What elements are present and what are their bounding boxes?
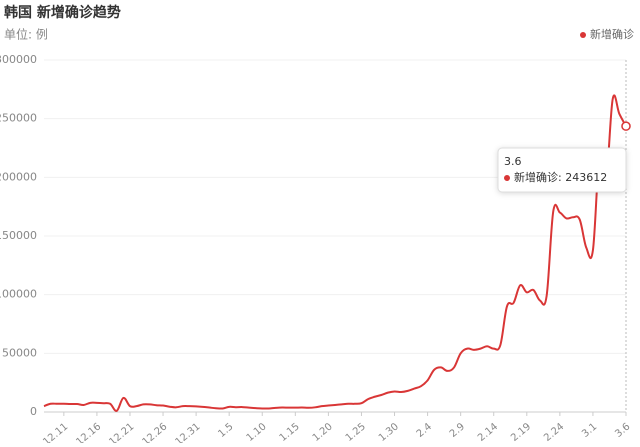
x-tick-label: 1.10 [245,421,269,443]
tooltip-value: 新增确诊: 243612 [514,170,607,184]
x-tick-label: 12.21 [107,421,136,443]
tooltip-number: 243612 [565,171,607,184]
subtitle: 单位: 例 [4,27,48,42]
legend-marker [580,32,586,38]
y-tick-label: 100000 [0,288,37,301]
x-tick-label: 2.24 [542,421,566,443]
x-tick-label: 2.19 [509,421,533,443]
y-tick-label: 0 [30,405,37,418]
x-tick-label: 3.6 [613,421,632,440]
x-tick-label: 12.31 [174,421,203,443]
line [43,94,627,412]
legend-label: 新增确诊 [590,27,634,41]
x-tick-label: 12.11 [41,421,70,443]
x-tick-label: 12.16 [74,421,103,443]
x-tick-label: 2.4 [415,421,434,440]
hover-point [621,121,631,131]
tooltip-title: 3.6 [504,155,522,168]
x-tick-label: 12.26 [140,421,169,443]
x-tick-label: 2.14 [476,421,500,443]
y-tick-label: 300000 [0,53,37,66]
tooltip-box [497,147,627,193]
tooltip: 3.6 新增确诊: 243612 [497,147,627,193]
chart-title: 韩国 新增确诊趋势 [4,4,121,21]
x-tick-label: 2.9 [448,421,467,440]
x-tick-label: 3.1 [580,421,599,440]
x-tick-label: 1.25 [344,421,368,443]
legend: 新增确诊 [580,27,634,41]
y-tick-label: 200000 [0,170,37,183]
tooltip-series-name: 新增确诊 [514,170,558,184]
y-tick-label: 150000 [0,229,37,242]
tooltip-separator: : [558,171,565,184]
x-tick-label: 1.15 [278,421,302,443]
y-tick-label: 250000 [0,112,37,125]
x-tick-label: 1.5 [216,421,235,440]
x-tick-label: 1.20 [311,421,335,443]
x-tick-label: 1.30 [377,421,401,443]
y-tick-label: 50000 [2,346,37,359]
tooltip-marker [504,175,510,181]
